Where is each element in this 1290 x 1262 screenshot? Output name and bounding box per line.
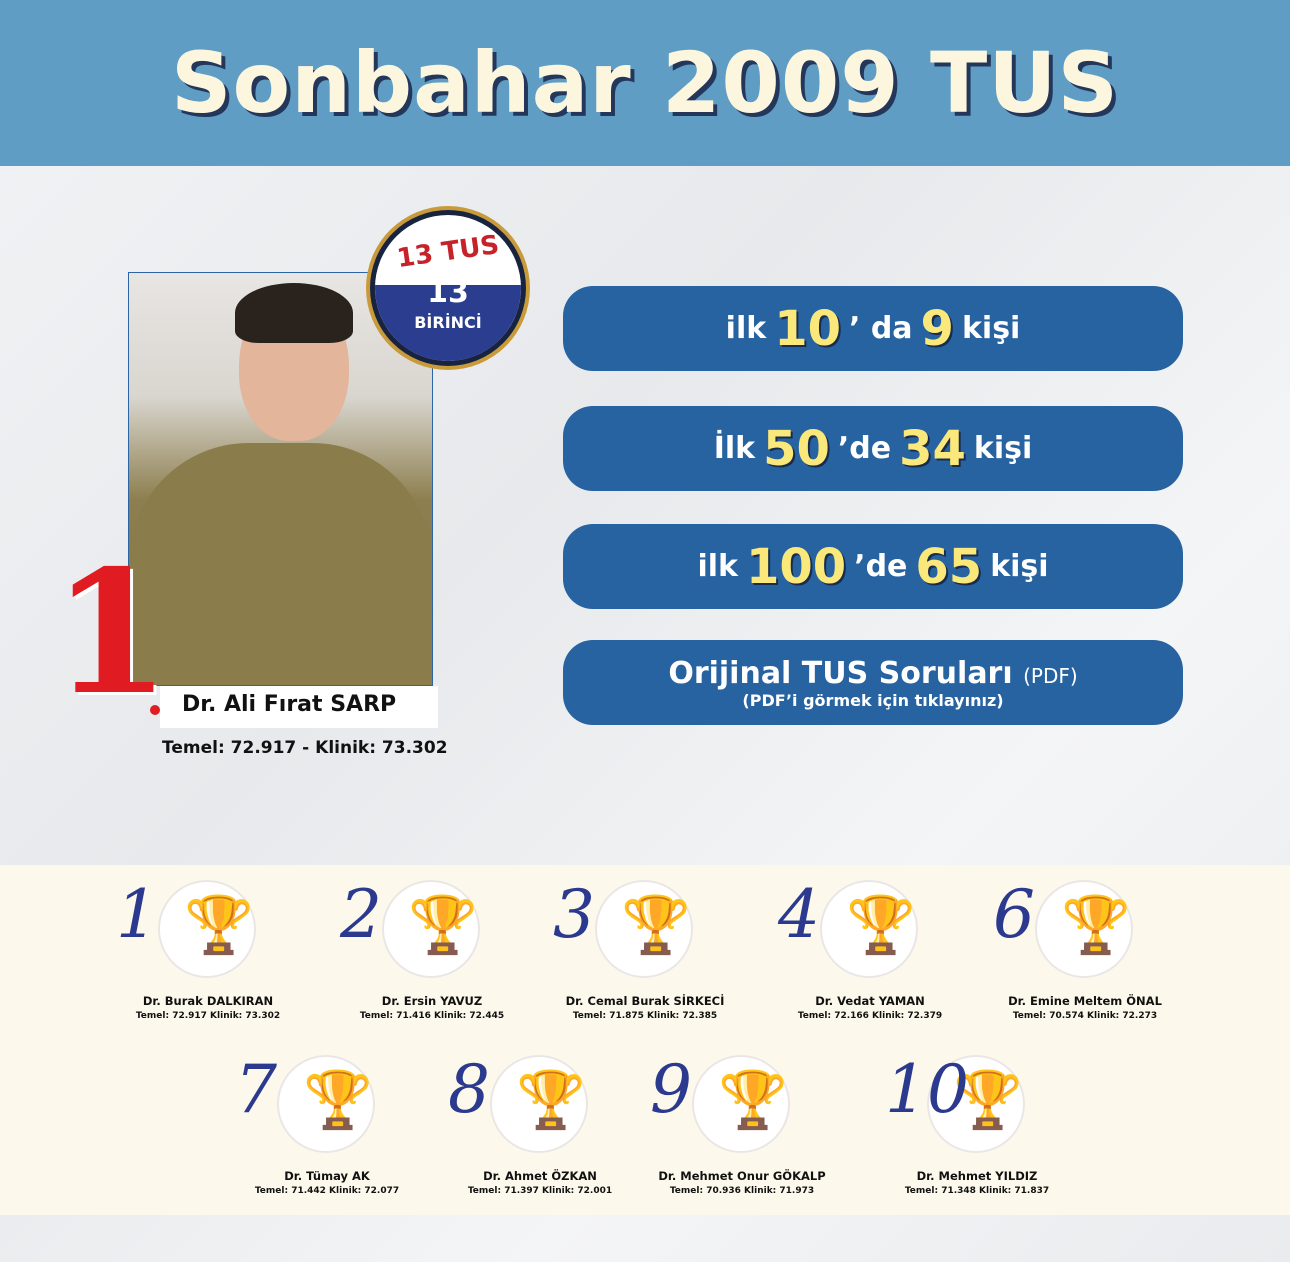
trophy-icon: 🏆 xyxy=(1061,893,1131,958)
stat-number: 100 xyxy=(745,538,847,595)
stat-text: kişi xyxy=(990,549,1049,584)
person-name: Dr. Tümay AK xyxy=(284,1169,370,1183)
top-rank-item: 🏆 2 Dr. Ersin YAVUZ Temel: 71.416 Klinik: 7… xyxy=(322,880,542,1021)
medal-circle xyxy=(692,1055,790,1153)
medal-circle xyxy=(595,880,693,978)
badge-label: BİRİNCİ xyxy=(414,313,482,332)
stat-text: ’de xyxy=(854,549,908,584)
medal-circle xyxy=(158,880,256,978)
person-scores: Temel: 71.397 Klinik: 72.001 xyxy=(467,1186,613,1196)
rank-number: 4 xyxy=(778,876,820,953)
13-tus-badge: 13 TUS 13 BİRİNCİ xyxy=(370,210,526,366)
trophy-icon: 🏆 xyxy=(621,893,691,958)
top-rank-item: 🏆 6 Dr. Emine Meltem ÖNAL Temel: 70.574 Kli… xyxy=(975,880,1195,1021)
rank-number: 2 xyxy=(340,876,382,953)
winner-rank: 1 xyxy=(52,533,171,733)
pdf-suffix: (PDF) xyxy=(1023,663,1078,688)
person-name: Dr. Mehmet YILDIZ xyxy=(916,1169,1038,1183)
rank-dot xyxy=(150,705,160,715)
winner-scores: Temel: 72.917 - Klinik: 73.302 xyxy=(162,738,448,758)
stat-text: kişi xyxy=(961,311,1021,346)
rank-number: 9 xyxy=(650,1051,692,1128)
badge-top: 13 TUS xyxy=(395,229,501,275)
winner-name: Dr. Ali Fırat SARP xyxy=(160,686,438,728)
top-rank-item: 🏆 8 Dr. Ahmet ÖZKAN Temel: 71.397 Klinik: 7… xyxy=(430,1055,650,1196)
stat-text: ’de xyxy=(837,431,892,466)
medal-circle xyxy=(382,880,480,978)
trophy-icon: 🏆 xyxy=(953,1068,1023,1133)
top-rank-item: 🏆 3 Dr. Cemal Burak SİRKECİ Temel: 71.875 K… xyxy=(535,880,755,1021)
person-scores: Temel: 71.416 Klinik: 72.445 xyxy=(359,1011,505,1021)
person-name: Dr. Ersin YAVUZ xyxy=(381,994,483,1008)
person-name: Dr. Vedat YAMAN xyxy=(815,994,925,1008)
rank-number: 6 xyxy=(993,876,1035,953)
stat-number: 9 xyxy=(920,300,954,357)
person-scores: Temel: 71.875 Klinik: 72.385 xyxy=(572,1011,718,1021)
pdf-button[interactable]: Orijinal TUS Soruları (PDF) (PDF’i görme… xyxy=(563,640,1183,725)
medal-circle xyxy=(277,1055,375,1153)
person-scores: Temel: 72.917 Klinik: 73.302 xyxy=(135,1011,281,1021)
person-name: Dr. Emine Meltem ÖNAL xyxy=(1008,994,1162,1008)
stat-text: ’ da xyxy=(848,311,913,346)
person-name: Dr. Cemal Burak SİRKECİ xyxy=(565,994,725,1008)
medal-circle xyxy=(490,1055,588,1153)
rank-number: 7 xyxy=(235,1051,277,1128)
stat-top10[interactable]: ilk 10’ da 9 kişi xyxy=(563,286,1183,371)
medal-circle xyxy=(1035,880,1133,978)
person-scores: Temel: 70.574 Klinik: 72.273 xyxy=(1012,1011,1158,1021)
pdf-label: Orijinal TUS Soruları xyxy=(668,655,1013,691)
stat-text: ilk xyxy=(697,549,738,584)
trophy-icon: 🏆 xyxy=(718,1068,788,1133)
badge-number: 13 xyxy=(427,275,469,310)
stat-number: 50 xyxy=(763,420,830,477)
stat-number: 34 xyxy=(899,420,966,477)
stat-text: İlk xyxy=(713,431,756,466)
rank-number: 10 xyxy=(885,1051,969,1128)
person-scores: Temel: 71.442 Klinik: 72.077 xyxy=(254,1186,400,1196)
trophy-icon: 🏆 xyxy=(303,1068,373,1133)
stat-top50[interactable]: İlk 50’de 34 kişi xyxy=(563,406,1183,491)
rank-number: 1 xyxy=(116,876,158,953)
stat-text: ilk xyxy=(725,311,767,346)
trophy-icon: 🏆 xyxy=(846,893,916,958)
top-rank-item: 🏆 10 Dr. Mehmet YILDIZ Temel: 71.348 Klinik… xyxy=(867,1055,1087,1196)
person-scores: Temel: 70.936 Klinik: 71.973 xyxy=(669,1186,815,1196)
stat-top100[interactable]: ilk 100’de 65 kişi xyxy=(563,524,1183,609)
person-scores: Temel: 72.166 Klinik: 72.379 xyxy=(797,1011,943,1021)
rank-number: 3 xyxy=(553,876,595,953)
top-rank-item: 🏆 4 Dr. Vedat YAMAN Temel: 72.166 Klinik: 7… xyxy=(760,880,980,1021)
page-title: Sonbahar 2009 TUS xyxy=(170,34,1119,132)
medal-circle xyxy=(927,1055,1025,1153)
rank-number: 8 xyxy=(448,1051,490,1128)
person-name: Dr. Mehmet Onur GÖKALP xyxy=(658,1169,826,1183)
pdf-subtitle: (PDF’i görmek için tıklayınız) xyxy=(742,690,1004,710)
top-rank-item: 🏆 9 Dr. Mehmet Onur GÖKALP Temel: 70.936 Kl… xyxy=(632,1055,852,1196)
stat-number: 10 xyxy=(774,300,841,357)
top-rank-item: 🏆 7 Dr. Tümay AK Temel: 71.442 Klinik: 72.0… xyxy=(217,1055,437,1196)
stat-number: 65 xyxy=(915,538,983,595)
header-banner: Sonbahar 2009 TUS xyxy=(0,0,1290,166)
person-name: Dr. Burak DALKIRAN xyxy=(142,994,274,1008)
trophy-icon: 🏆 xyxy=(516,1068,586,1133)
medal-circle xyxy=(820,880,918,978)
stat-text: kişi xyxy=(973,431,1033,466)
trophy-icon: 🏆 xyxy=(184,893,254,958)
person-scores: Temel: 71.348 Klinik: 71.837 xyxy=(904,1186,1050,1196)
top-rank-item: 🏆 1 Dr. Burak DALKIRAN Temel: 72.917 Klinik… xyxy=(98,880,318,1021)
trophy-icon: 🏆 xyxy=(408,893,478,958)
person-name: Dr. Ahmet ÖZKAN xyxy=(483,1169,597,1183)
